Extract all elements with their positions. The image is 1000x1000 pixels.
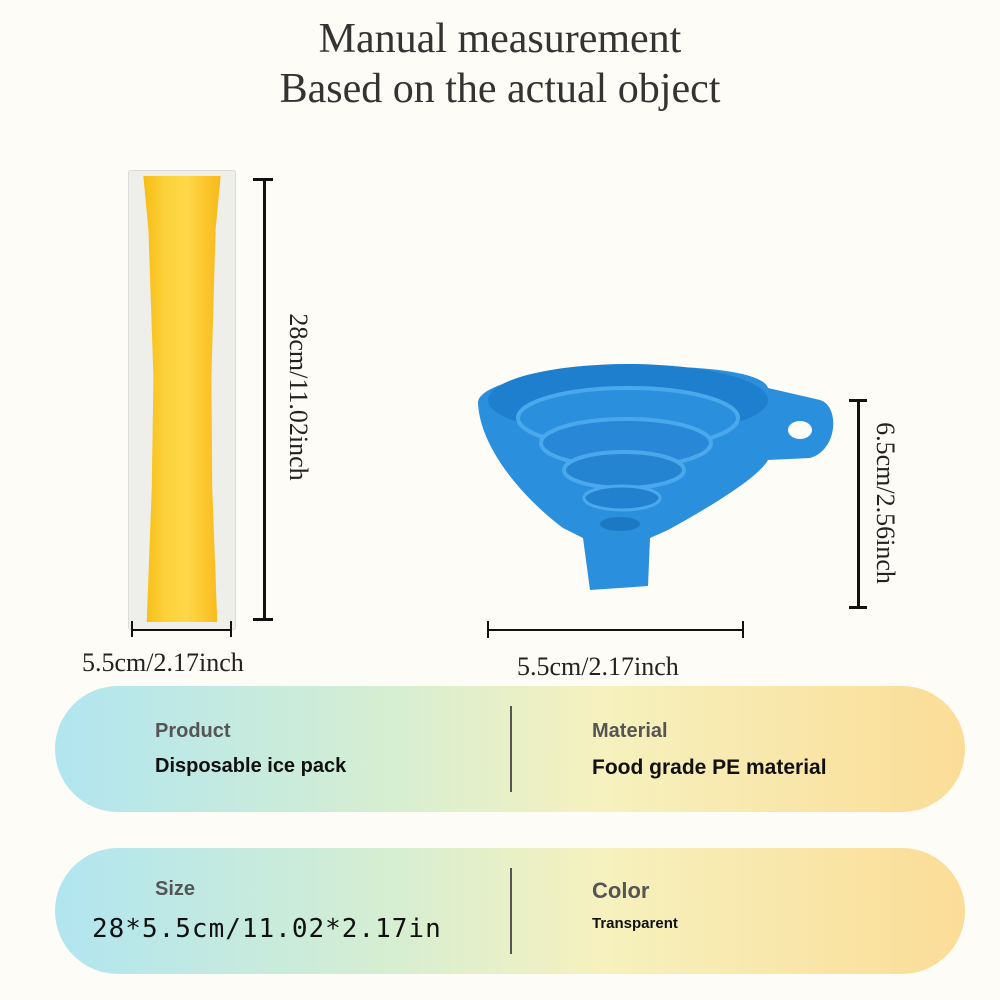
funnel-image	[478, 364, 834, 590]
funnel-width-tick-left	[487, 621, 489, 638]
pack-height-tick-bottom	[253, 618, 273, 621]
size-label: Size	[155, 878, 196, 900]
pack-width-label: 5.5cm/2.17inch	[82, 648, 244, 677]
funnel-width-label: 5.5cm/2.17inch	[517, 652, 679, 681]
color-label: Color	[592, 878, 650, 903]
material-label: Material	[592, 720, 668, 742]
pack-width-tick-right	[230, 621, 232, 637]
heading-line-1: Manual measurement	[318, 16, 682, 62]
ice-pack-image	[143, 176, 221, 622]
size-value: 28*5.5cm/11.02*2.17in	[92, 914, 442, 944]
pack-height-label: 28cm/11.02inch	[284, 313, 313, 481]
funnel-height-tick-top	[849, 399, 867, 402]
funnel-height-tick-bottom	[849, 606, 867, 609]
pack-height-tick-top	[253, 178, 273, 181]
material-value: Food grade PE material	[592, 756, 827, 779]
pack-height-line	[263, 178, 266, 620]
color-value: Transparent	[592, 915, 678, 932]
product-value: Disposable ice pack	[155, 755, 347, 777]
funnel-width-tick-right	[742, 621, 744, 638]
funnel-height-label: 6.5cm/2.56inch	[871, 422, 900, 584]
funnel-width-line	[488, 629, 744, 631]
funnel-height-line	[857, 400, 860, 608]
band-divider-2	[510, 868, 512, 954]
heading-line-2: Based on the actual object	[279, 66, 721, 112]
pack-width-line	[131, 629, 231, 631]
band-divider-1	[510, 706, 512, 792]
pack-width-tick-left	[131, 621, 133, 637]
product-label: Product	[155, 720, 231, 742]
